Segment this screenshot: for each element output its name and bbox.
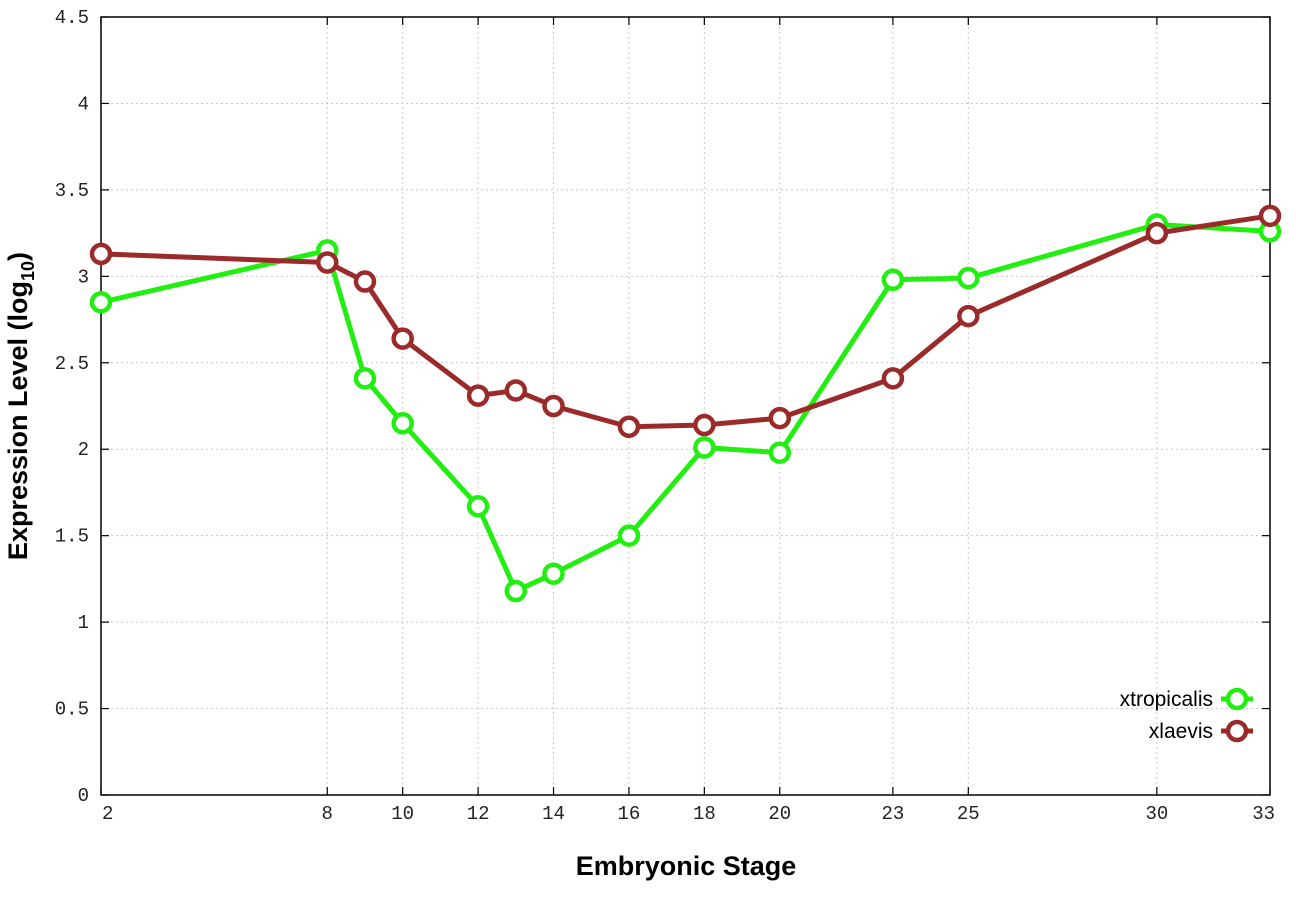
x-tick-label: 33 <box>1252 803 1275 825</box>
data-point-xtropicalis <box>391 412 414 435</box>
y-axis-title: Expression Level (log10) <box>3 252 38 560</box>
x-tick-label: 18 <box>693 803 716 825</box>
data-point-xlaevis <box>466 384 490 407</box>
legend: xtropicalis xlaevis <box>1120 687 1253 743</box>
data-point-xtropicalis <box>542 562 565 585</box>
data-point-xlaevis <box>693 413 716 437</box>
data-point-xtropicalis <box>504 579 528 603</box>
data-point-xlaevis <box>89 242 113 266</box>
data-point-xtropicalis <box>957 266 980 290</box>
y-tick-labels: 0 0.5 1 1.5 2 2.5 3 3.5 4 4.5 <box>55 7 89 807</box>
x-tick-label: 23 <box>881 803 904 825</box>
data-point-xlaevis <box>316 251 339 274</box>
data-point-xlaevis <box>1145 221 1169 245</box>
series-xlaevis <box>89 204 1282 438</box>
legend-swatch-marker-xlaevis <box>1225 719 1249 743</box>
y-tick-label: 4.5 <box>55 7 89 29</box>
data-point-xtropicalis <box>353 367 377 390</box>
data-point-xtropicalis <box>89 291 113 314</box>
series-line-xlaevis <box>100 213 1271 430</box>
x-tick-label: 14 <box>542 803 565 825</box>
plot-frame <box>100 16 1271 796</box>
data-point-xtropicalis <box>617 524 641 547</box>
data-point-xlaevis <box>504 379 528 402</box>
data-point-xtropicalis <box>768 441 792 464</box>
y-tick-label: 1 <box>78 612 89 634</box>
legend-swatch-marker-xtropicalis <box>1225 687 1249 711</box>
x-tick-label: 25 <box>957 803 980 825</box>
y-tick-label: 3.5 <box>55 180 89 202</box>
x-tick-label: 12 <box>467 803 490 825</box>
data-point-xlaevis <box>542 394 565 418</box>
x-tick-label: 10 <box>391 803 414 825</box>
y-tick-label: 3 <box>78 266 89 288</box>
data-point-xtropicalis <box>693 436 716 459</box>
series-xtropicalis <box>89 213 1282 603</box>
x-tick-label: 30 <box>1145 803 1168 825</box>
x-tick-label: 2 <box>102 803 113 825</box>
x-tick-label: 16 <box>618 803 641 825</box>
data-point-xlaevis <box>768 406 792 430</box>
x-tick-label: 20 <box>768 803 791 825</box>
data-point-xlaevis <box>957 304 980 328</box>
y-tick-label: 1.5 <box>55 526 89 548</box>
y-axis-title-main: Expression Level (log <box>3 281 33 560</box>
x-tick-labels: 2 8 10 12 14 16 18 20 23 25 30 33 <box>102 803 1275 825</box>
y-tick-label: 0 <box>78 785 89 807</box>
legend-label-xtropicalis: xtropicalis <box>1120 688 1213 711</box>
data-point-xlaevis <box>391 327 414 350</box>
y-axis-title-subscript: 10 <box>18 261 38 281</box>
x-tick-label: 8 <box>322 803 333 825</box>
series-layer <box>89 204 1282 603</box>
y-tick-label: 4 <box>78 93 89 115</box>
y-tick-label: 2 <box>78 439 89 461</box>
grid-layer <box>101 17 1270 795</box>
y-axis-title-close: ) <box>3 252 33 261</box>
legend-label-xlaevis: xlaevis <box>1149 720 1213 743</box>
data-point-xlaevis <box>1258 204 1282 228</box>
y-tick-label: 2.5 <box>55 353 89 375</box>
tick-layer <box>100 16 1271 796</box>
y-tick-label: 0.5 <box>55 699 89 721</box>
data-point-xlaevis <box>881 367 905 390</box>
x-axis-title: Embryonic Stage <box>576 851 797 881</box>
data-point-xtropicalis <box>466 495 490 518</box>
data-point-xlaevis <box>617 415 641 438</box>
data-point-xlaevis <box>353 270 377 293</box>
data-point-xtropicalis <box>881 268 905 292</box>
